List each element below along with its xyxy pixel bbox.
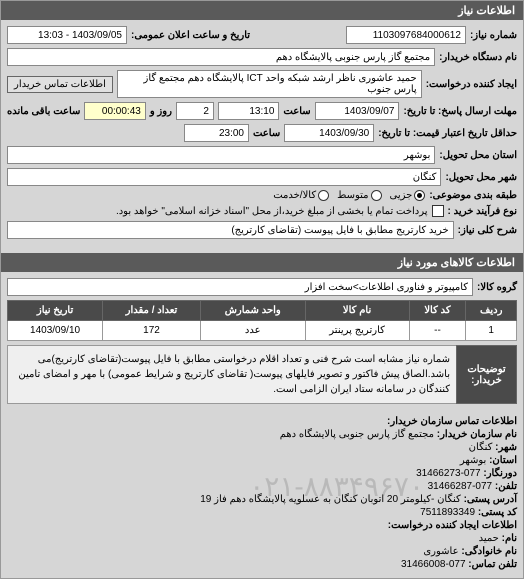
th-row: ردیف — [466, 301, 517, 321]
city-label: شهر محل تحویل: — [445, 172, 517, 183]
valid-label: حداقل تاریخ اعتبار قیمت: تا تاریخ: — [378, 128, 517, 139]
tel-label: تلفن: — [495, 481, 517, 492]
deadline-time-label: ساعت — [283, 106, 310, 117]
prov-value: کنگان — [469, 442, 493, 453]
lname-value: عاشوری — [423, 546, 458, 557]
org-label: نام سازمان خریدار: — [437, 429, 517, 440]
table-row: 1 -- کارتریج پرینتر عدد 172 1403/09/10 — [8, 321, 517, 341]
city2-label: استان: — [489, 455, 517, 466]
post-value: 7511893349 — [420, 507, 475, 518]
cell-unit: عدد — [200, 321, 305, 341]
explain-text: شماره نیاز مشابه است شرح فنی و تعداد اقل… — [8, 346, 457, 404]
cell-name: کارتریج پرینتر — [305, 321, 409, 341]
buyer-unit-label: نام دستگاه خریدار: — [439, 52, 517, 63]
remain-label: ساعت باقی مانده — [7, 106, 80, 117]
contact-header: اطلاعات تماس سازمان خریدار: — [387, 416, 517, 427]
th-unit: واحد شمارش — [200, 301, 305, 321]
goods-table: ردیف کد کالا نام کالا واحد شمارش تعداد /… — [7, 300, 517, 341]
name-value: حمید — [479, 533, 499, 544]
fax-label: دورنگار: — [483, 468, 517, 479]
cell-qty: 172 — [103, 321, 201, 341]
desc-label: شرح کلی نیاز: — [458, 225, 517, 236]
valid-time: 23:00 — [184, 124, 249, 142]
req-creator-header: اطلاعات ایجاد کننده درخواست: — [388, 520, 517, 531]
addr-label: آدرس پستی: — [464, 494, 517, 505]
name-label: نام: — [502, 533, 517, 544]
desc-value: خرید کارتریج مطابق با فایل پیوست (تقاضای… — [7, 221, 454, 239]
location-province: بوشهر — [7, 146, 435, 164]
panel-title: اطلاعات نیاز — [1, 1, 523, 20]
city2-value: بوشهر — [460, 455, 486, 466]
th-code: کد کالا — [409, 301, 466, 321]
ctel-value: 077-31466008 — [401, 559, 466, 570]
days-value: 2 — [176, 102, 214, 120]
days-label: روز و — [150, 106, 172, 117]
pkg-radio-group: جزیی متوسط کالا/خدمت — [273, 190, 425, 201]
goods-section-header: اطلاعات کالاهای مورد نیاز — [1, 253, 523, 272]
location-label: استان محل تحویل: — [439, 150, 517, 161]
process-text: پرداخت تمام یا بخشی از مبلغ خرید،از محل … — [116, 206, 428, 217]
th-date: تاریخ نیاز — [8, 301, 103, 321]
radio-goods-label: کالا/خدمت — [273, 190, 316, 201]
requester-value: حمید عاشوری ناظر ارشد شبکه واحد ICT پالا… — [117, 70, 422, 98]
cell-code: -- — [409, 321, 466, 341]
deadline-label: مهلت ارسال پاسخ: تا تاریخ: — [403, 106, 517, 117]
city-value: کنگان — [7, 168, 441, 186]
buyer-contact-button[interactable]: اطلاعات تماس خریدار — [7, 76, 113, 93]
radio-medium-label: متوسط — [337, 190, 368, 201]
cell-date: 1403/09/10 — [8, 321, 103, 341]
lname-label: نام خانوادگی: — [461, 546, 517, 557]
remain-time: 00:00:43 — [84, 102, 145, 120]
prov-label: شهر: — [495, 442, 517, 453]
post-label: کد پستی: — [478, 507, 517, 518]
fax-value: 077-31466273 — [416, 468, 481, 479]
valid-date: 1403/09/30 — [284, 124, 374, 142]
addr-value: کنگان -کیلومتر 20 اتوبان کنگان به عسلویه… — [200, 494, 461, 505]
announce-value: 1403/09/05 - 13:03 — [7, 26, 127, 44]
tel-value: 077-31466287 — [428, 481, 493, 492]
radio-medium[interactable] — [371, 190, 382, 201]
th-name: نام کالا — [305, 301, 409, 321]
valid-time-label: ساعت — [253, 128, 280, 139]
buyer-unit-value: مجتمع گاز پارس جنوبی پالایشگاه دهم — [7, 48, 435, 66]
th-qty: تعداد / مقدار — [103, 301, 201, 321]
need-no-value: 1103097684000612 — [346, 26, 466, 44]
need-no-label: شماره نیاز: — [470, 30, 517, 41]
goods-group-label: گروه کالا: — [477, 282, 517, 293]
cell-row: 1 — [466, 321, 517, 341]
radio-minor[interactable] — [414, 190, 425, 201]
deadline-date: 1403/09/07 — [315, 102, 400, 120]
explain-label: توضیحات خریدار: — [457, 346, 517, 404]
process-checkbox[interactable] — [432, 205, 444, 217]
process-label: نوع فرآیند خرید : — [448, 206, 517, 217]
radio-minor-label: جزیی — [390, 190, 413, 201]
requester-label: ایجاد کننده درخواست: — [426, 79, 517, 90]
ctel-label: تلفن تماس: — [468, 559, 517, 570]
announce-label: تاریخ و ساعت اعلان عمومی: — [131, 30, 250, 41]
pkg-label: طبقه بندی موضوعی: — [429, 190, 517, 201]
org-value: مجتمع گاز پارس جنوبی پالایشگاه دهم — [280, 429, 434, 440]
radio-goods[interactable] — [318, 190, 329, 201]
deadline-time: 13:10 — [218, 102, 279, 120]
goods-group-value: کامپیوتر و فناوری اطلاعات>سخت افزار — [7, 278, 473, 296]
